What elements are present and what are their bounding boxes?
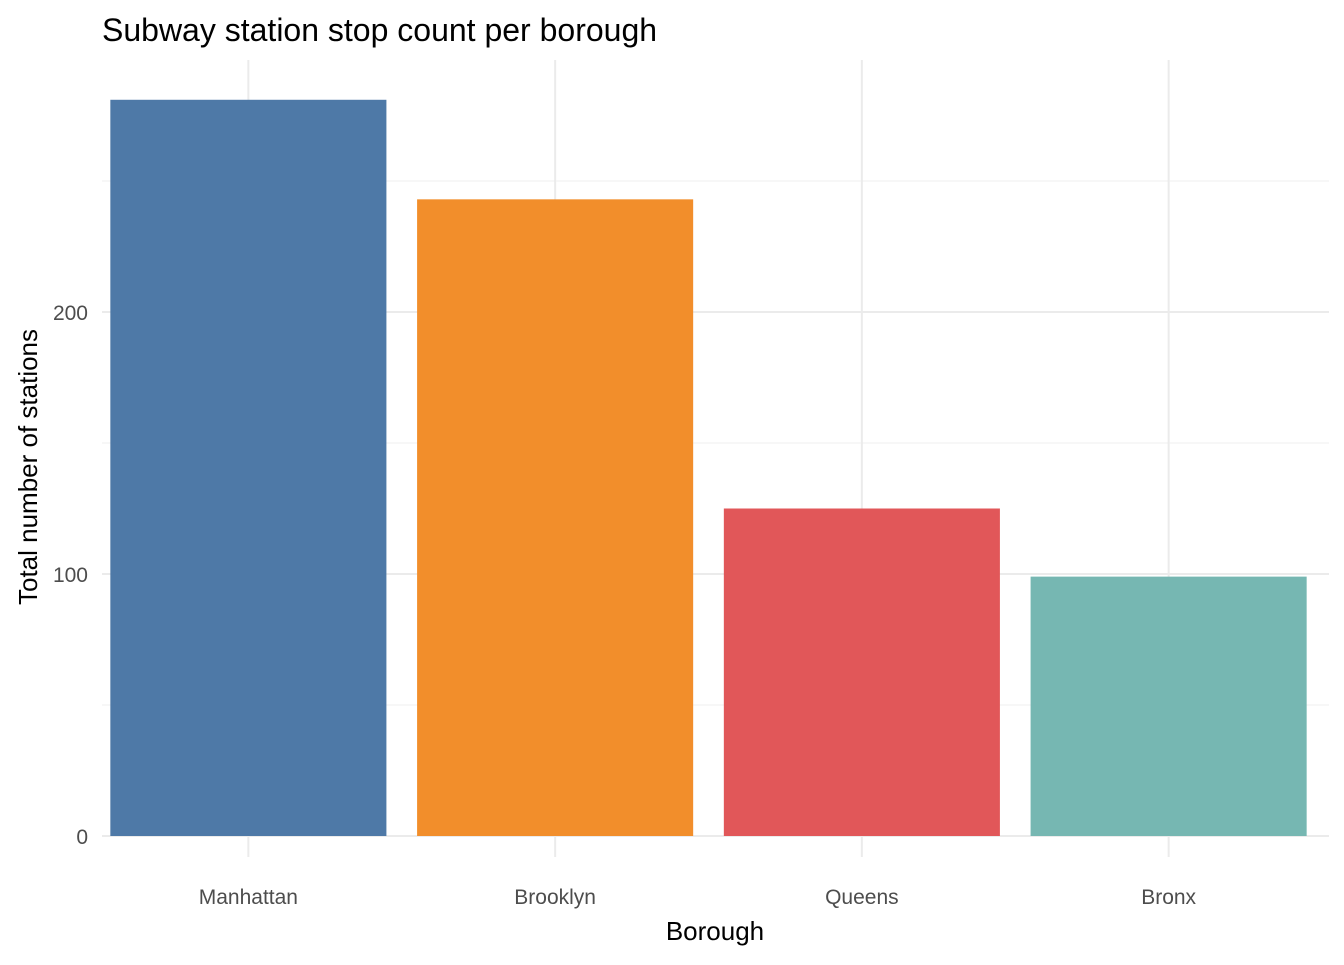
x-tick-label: Manhattan bbox=[199, 886, 298, 909]
bar-brooklyn bbox=[417, 199, 694, 837]
bar-bronx bbox=[1030, 576, 1307, 836]
x-axis-title: Borough bbox=[666, 916, 764, 946]
y-tick-label: 200 bbox=[53, 302, 88, 325]
y-tick-label: 0 bbox=[76, 826, 88, 849]
y-axis-title: Total number of stations bbox=[13, 329, 43, 605]
bar-queens bbox=[723, 508, 1000, 836]
x-tick-label: Bronx bbox=[1141, 886, 1196, 909]
chart-title: Subway station stop count per borough bbox=[102, 12, 657, 48]
bars bbox=[110, 99, 1307, 837]
y-tick-label: 100 bbox=[53, 564, 88, 587]
tick-labels: 0 100 200 Manhattan Brooklyn Queens Bronx bbox=[53, 302, 1197, 909]
x-tick-label: Brooklyn bbox=[514, 886, 596, 909]
x-tick-label: Queens bbox=[825, 886, 899, 909]
bar-manhattan bbox=[110, 99, 387, 836]
